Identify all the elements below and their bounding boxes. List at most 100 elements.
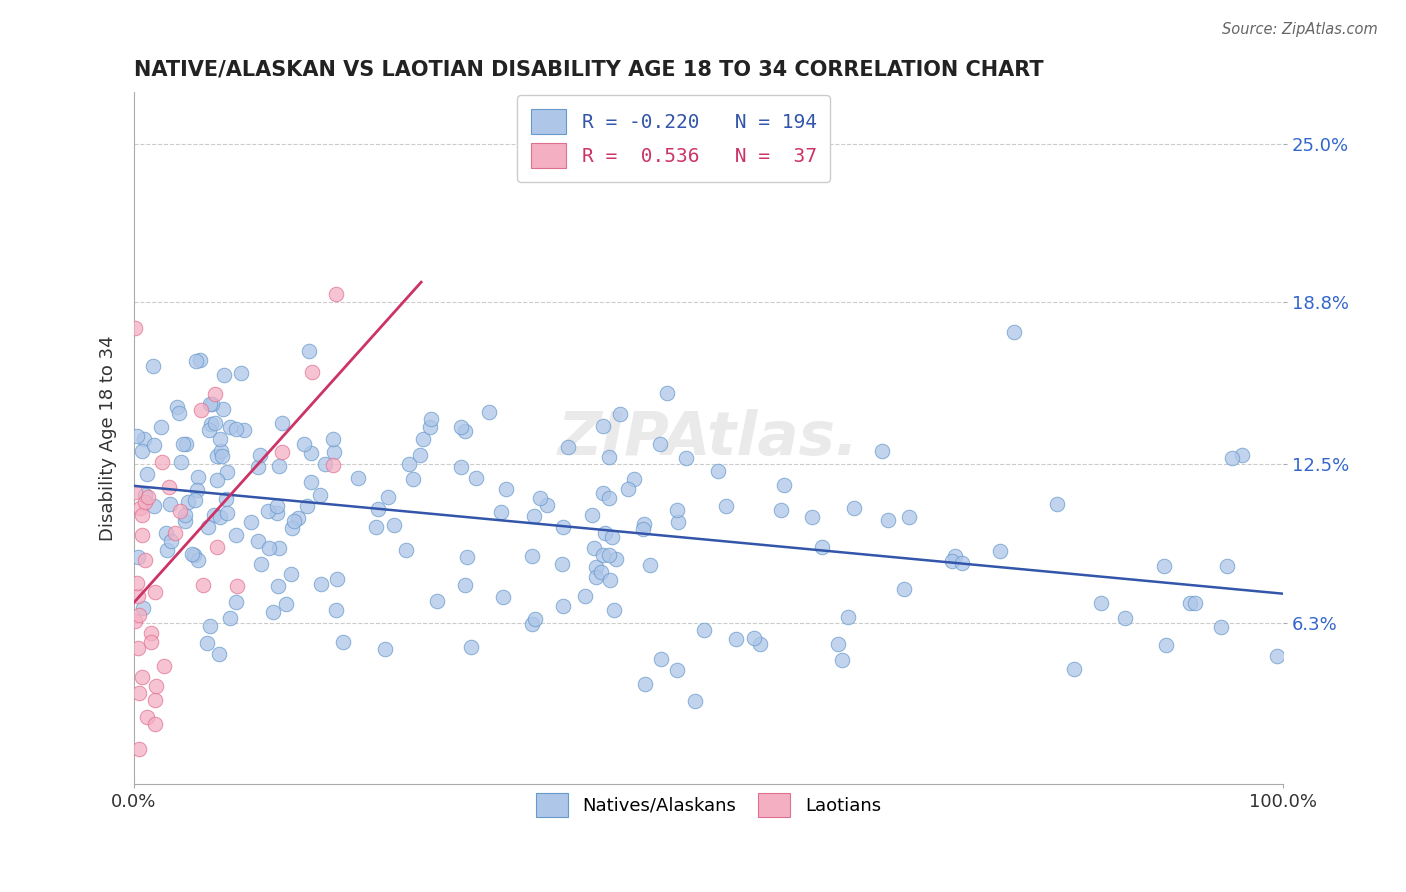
Point [748,637,770,651]
Point [605,551,627,566]
Point [323,445,346,459]
Point [166,401,188,415]
Point [217,507,239,521]
Point [167,406,190,420]
Point [450,459,472,474]
Point [218,420,240,434]
Point [174,508,197,522]
Point [155,526,177,541]
Point [188,352,211,367]
Point [638,558,661,572]
Point [127,640,149,655]
Point [127,429,149,443]
Point [332,635,354,649]
Point [204,387,226,401]
Point [267,579,290,593]
Point [190,403,212,417]
Point [592,548,614,562]
Point [128,501,150,516]
Point [209,433,232,447]
Point [374,642,396,657]
Point [136,491,159,505]
Point [685,694,707,708]
Point [551,599,574,613]
Point [197,636,219,650]
Point [169,503,191,517]
Point [598,491,620,506]
Point [208,510,231,524]
Point [598,548,620,562]
Point [177,495,200,509]
Point [128,742,150,756]
Point [1154,638,1177,652]
Point [810,540,832,554]
Point [1180,596,1202,610]
Point [172,437,194,451]
Point [325,286,347,301]
Point [165,525,187,540]
Point [208,648,231,662]
Point [876,513,898,527]
Point [127,549,149,564]
Point [322,432,344,446]
Point [232,423,254,437]
Point [491,505,513,519]
Point [287,511,309,525]
Point [198,397,221,411]
Point [240,515,263,529]
Point [280,567,302,582]
Point [124,321,146,335]
Point [139,635,162,649]
Point [124,484,146,499]
Point [382,518,405,533]
Point [226,579,249,593]
Point [827,637,849,651]
Point [520,549,543,564]
Point [281,521,304,535]
Point [665,503,688,517]
Point [283,515,305,529]
Point [246,459,269,474]
Point [139,626,162,640]
Point [134,432,156,446]
Point [593,525,616,540]
Point [1215,559,1237,574]
Point [301,365,323,379]
Point [145,679,167,693]
Point [314,458,336,472]
Point [198,423,221,437]
Point [598,450,620,464]
Point [134,552,156,566]
Title: NATIVE/ALASKAN VS LAOTIAN DISABILITY AGE 18 TO 34 CORRELATION CHART: NATIVE/ALASKAN VS LAOTIAN DISABILITY AGE… [134,60,1043,79]
Point [142,359,165,373]
Point [693,623,716,637]
Point [184,354,207,368]
Point [492,591,515,605]
Point [225,595,247,609]
Point [941,554,963,568]
Point [325,603,347,617]
Point [347,470,370,484]
Point [127,589,149,603]
Point [134,488,156,502]
Point [898,510,921,524]
Point [256,504,278,518]
Point [707,464,730,478]
Point [419,412,441,426]
Point [557,441,579,455]
Point [132,601,155,615]
Point [609,407,631,421]
Point [143,692,166,706]
Point [309,488,332,502]
Point [599,574,621,588]
Point [128,686,150,700]
Point [582,541,605,556]
Point [131,527,153,541]
Point [551,558,574,572]
Point [225,422,247,436]
Point [837,609,859,624]
Point [225,527,247,541]
Point [187,552,209,566]
Point [136,709,159,723]
Legend: Natives/Alaskans, Laotians: Natives/Alaskans, Laotians [529,786,889,824]
